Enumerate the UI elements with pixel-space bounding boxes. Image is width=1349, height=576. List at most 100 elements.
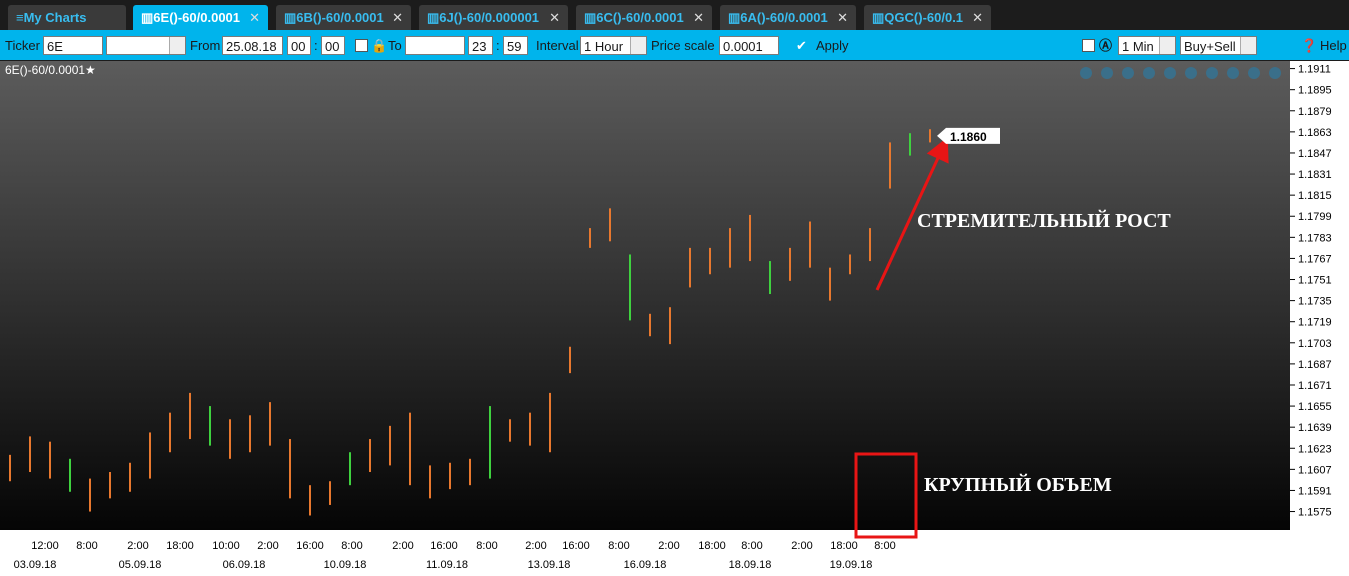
price-bar [189, 392, 191, 440]
min-select[interactable]: 1 Min [1118, 36, 1176, 55]
price-bar [629, 254, 631, 321]
y-tick-label: 1.1783 [1298, 232, 1332, 244]
tab[interactable]: ▥6A()-60/0.0001 ✕ [720, 5, 856, 30]
y-tick-label: 1.1607 [1298, 464, 1332, 476]
interval-select[interactable]: 1 Hour [580, 36, 647, 55]
price-bar [549, 392, 551, 453]
y-tick-label: 1.1847 [1298, 148, 1332, 160]
date-label: 19.09.18 [830, 559, 873, 571]
price-bar [29, 436, 31, 472]
price-bar [729, 228, 731, 268]
price-bar [509, 419, 511, 442]
apply-button[interactable]: Apply [816, 38, 849, 53]
price-bar [569, 346, 571, 374]
y-tick-label: 1.1735 [1298, 296, 1332, 308]
date-input[interactable] [405, 36, 465, 55]
tab[interactable]: ▥6E()-60/0.0001 ✕ [133, 5, 268, 30]
min-input[interactable]: 00 [321, 36, 345, 55]
tab-label: 6C()-60/0.0001 [596, 10, 684, 25]
lock-icon: 🔒 [371, 38, 388, 53]
tab-label: 6B()-60/0.0001 [296, 10, 384, 25]
help-link[interactable]: Help [1320, 38, 1347, 53]
time-label: 8:00 [741, 540, 762, 552]
ticker-input[interactable]: 6E [43, 36, 103, 55]
price-bar [249, 415, 251, 453]
time-label: 8:00 [608, 540, 629, 552]
date-label: 13.09.18 [528, 559, 571, 571]
label: To [388, 38, 402, 53]
y-tick-label: 1.1719 [1298, 317, 1332, 329]
price-bar [649, 313, 651, 337]
time-label: 16:00 [430, 540, 458, 552]
price-bar [349, 452, 351, 486]
y-tick-label: 1.1655 [1298, 401, 1332, 413]
y-tick-label: 1.1687 [1298, 359, 1332, 371]
tab[interactable]: ≡My Charts [8, 5, 126, 30]
y-tick-label: 1.1879 [1298, 106, 1332, 118]
price-bar [389, 425, 391, 466]
hour-input[interactable]: 23 [468, 36, 493, 55]
time-label: 8:00 [341, 540, 362, 552]
toolbar: Ticker 6E From 25.08.18 00 : 00 🔒 To 23 … [0, 30, 1349, 60]
price-bar [369, 439, 371, 472]
price-bar [329, 481, 331, 505]
checkbox[interactable] [1082, 39, 1095, 52]
arrow [875, 136, 949, 291]
time-label: 2:00 [658, 540, 679, 552]
time-label: 18:00 [166, 540, 194, 552]
hour-input[interactable]: 00 [287, 36, 311, 55]
price-bar [849, 254, 851, 275]
y-tick-label: 1.1639 [1298, 422, 1332, 434]
time-label: 8:00 [76, 540, 97, 552]
price-bar [169, 412, 171, 453]
min-input[interactable]: 59 [503, 36, 528, 55]
tab-label: My Charts [23, 10, 87, 25]
y-tick-label: 1.1815 [1298, 190, 1332, 202]
price-bar [469, 458, 471, 486]
date-label: 05.09.18 [119, 559, 162, 571]
label: Interval [536, 38, 579, 53]
label: From [190, 38, 221, 53]
chart-tools[interactable] [1080, 67, 1281, 79]
last-price-tag [937, 127, 1000, 144]
price-bar [289, 439, 291, 499]
time-label: 16:00 [296, 540, 324, 552]
chart-title: 6E()-60/0.0001★ [5, 63, 96, 77]
date-label: 03.09.18 [14, 559, 57, 571]
tab-label: 6E()-60/0.0001 [153, 10, 241, 25]
date-input[interactable]: 25.08.18 [222, 36, 283, 55]
y-tick-label: 1.1799 [1298, 211, 1332, 223]
price-bar [609, 208, 611, 242]
tab[interactable]: ▥6C()-60/0.0001 ✕ [576, 5, 712, 30]
date-label: 10.09.18 [324, 559, 367, 571]
tab[interactable]: ▥6B()-60/0.0001 ✕ [276, 5, 411, 30]
y-axis [1290, 61, 1349, 576]
ticker-select[interactable] [106, 36, 186, 55]
time-label: 16:00 [562, 540, 590, 552]
price-bar [689, 247, 691, 288]
a-icon[interactable]: Ⓐ [1099, 38, 1113, 53]
time-label: 2:00 [791, 540, 812, 552]
price-bar [209, 406, 211, 446]
checkbox[interactable] [355, 39, 368, 52]
y-tick-label: 1.1703 [1298, 338, 1332, 350]
y-tick-label: 1.1751 [1298, 275, 1332, 287]
time-label: 12:00 [31, 540, 59, 552]
date-label: 18.09.18 [729, 559, 772, 571]
apply-icon: ✔ [796, 38, 807, 53]
price-bar [129, 462, 131, 492]
price-bar [49, 441, 51, 479]
side-select[interactable]: Buy+Sell [1180, 36, 1257, 55]
price-bar [309, 485, 311, 516]
price-bar [869, 228, 871, 262]
time-label: 2:00 [525, 540, 546, 552]
price-bar [809, 221, 811, 268]
time-label: 2:00 [127, 540, 148, 552]
price-bar [489, 406, 491, 479]
tab[interactable]: ▥QGC()-60/0.1 ✕ [864, 5, 991, 30]
price-bar [529, 412, 531, 446]
annotation: КРУПНЫЙ ОБЪЕМ [924, 473, 1112, 496]
tab[interactable]: ▥6J()-60/0.000001 ✕ [419, 5, 568, 30]
scale-input[interactable]: 0.0001 [719, 36, 779, 55]
price-bar [409, 412, 411, 486]
